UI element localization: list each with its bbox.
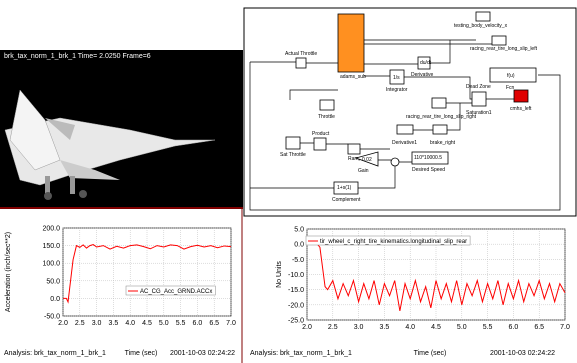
block-label: Complement — [332, 197, 361, 203]
x-tick-label: 3.5 — [109, 320, 119, 327]
x-tick-label: 2.5 — [75, 320, 85, 327]
legend-label: AC_CG_Acc_GRND.ACCx — [140, 289, 212, 295]
block-label: Sat Throttle — [280, 152, 306, 158]
y-axis-label: No Units — [276, 261, 283, 288]
block-label: brake_right — [430, 140, 456, 146]
x-tick-label: 3.0 — [92, 320, 102, 327]
x-tick-label: 3.5 — [380, 324, 390, 331]
x-tick-label: 5.0 — [159, 320, 169, 327]
y-axis-label: Acceleration (inch/sec**2) — [5, 232, 12, 312]
y-tick-label: 50.0 — [46, 278, 60, 285]
block-label: Gain — [358, 168, 369, 174]
block-label: 1/s — [393, 75, 400, 81]
x-axis-label: Time (sec) — [414, 350, 447, 357]
x-tick-label: 2.0 — [302, 324, 312, 331]
screen: brk_tax_norm_1_brk_1 Time= 2.0250 Frame=… — [0, 0, 577, 363]
x-tick-label: 4.5 — [142, 320, 152, 327]
y-tick-label: 5.0 — [294, 227, 304, 234]
legend-label: tir_wheel_c_right_tire_kinematics.longit… — [320, 239, 467, 245]
block-label: cmhs_left — [510, 106, 532, 112]
block-label: racing_rear_tire_long_slip_left — [470, 46, 538, 52]
block-label: Throttle — [318, 114, 335, 120]
block-label: testing_body_velocity_x — [454, 23, 508, 29]
x-tick-label: 4.0 — [405, 324, 415, 331]
x-tick-label: 7.0 — [560, 324, 570, 331]
y-tick-label: 150.0 — [42, 243, 60, 250]
block-label: 1+s(1) — [337, 185, 352, 191]
viewer-title: brk_tax_norm_1_brk_1 Time= 2.0250 Frame=… — [4, 53, 151, 60]
y-tick-label: -20.0 — [288, 302, 304, 309]
x-tick-label: 4.0 — [125, 320, 135, 327]
block-label: Integrator — [386, 87, 408, 93]
x-axis-label: Time (sec) — [125, 350, 158, 357]
block-label: Fcn — [506, 85, 515, 91]
block-label: Derivative1 — [392, 140, 417, 146]
x-tick-label: 3.0 — [354, 324, 364, 331]
x-tick-label: 6.0 — [193, 320, 203, 327]
x-tick-label: 4.5 — [431, 324, 441, 331]
block-label: du/dt — [420, 60, 432, 66]
y-tick-label: 100.0 — [42, 261, 60, 268]
block-label: Actual Throttle — [285, 51, 317, 57]
block-label: 110*10000.5 — [414, 155, 442, 161]
analysis-label: Analysis: brk_tax_norm_1_brk_1 — [250, 350, 352, 357]
analysis-label: Analysis: brk_tax_norm_1_brk_1 — [4, 350, 106, 357]
y-tick-label: -15.0 — [288, 287, 304, 294]
block-label: Desired Speed — [412, 167, 445, 173]
y-tick-label: 0.0 — [50, 296, 60, 303]
x-tick-label: 5.5 — [176, 320, 186, 327]
block-label: f(u) — [507, 73, 515, 79]
x-tick-label: 6.5 — [209, 320, 219, 327]
x-tick-label: 6.5 — [534, 324, 544, 331]
y-tick-label: 0.0 — [294, 242, 304, 249]
block-label: Saturation1 — [466, 110, 492, 116]
x-tick-label: 6.0 — [509, 324, 519, 331]
x-tick-label: 2.5 — [328, 324, 338, 331]
timestamp: 2001-10-03 02:24:22 — [170, 350, 235, 357]
x-tick-label: 5.0 — [457, 324, 467, 331]
y-tick-label: -5.0 — [292, 257, 304, 264]
timestamp: 2001-10-03 02:24:22 — [490, 350, 555, 357]
x-tick-label: 5.5 — [483, 324, 493, 331]
diagram-panel — [244, 8, 576, 216]
x-tick-label: 2.0 — [58, 320, 68, 327]
y-tick-label: 200.0 — [42, 226, 60, 233]
block-label: Product — [312, 131, 330, 137]
block-label: adams_sub — [340, 74, 366, 80]
y-tick-label: -10.0 — [288, 272, 304, 279]
block-label: 0.02 — [362, 157, 372, 163]
x-tick-label: 7.0 — [226, 320, 236, 327]
